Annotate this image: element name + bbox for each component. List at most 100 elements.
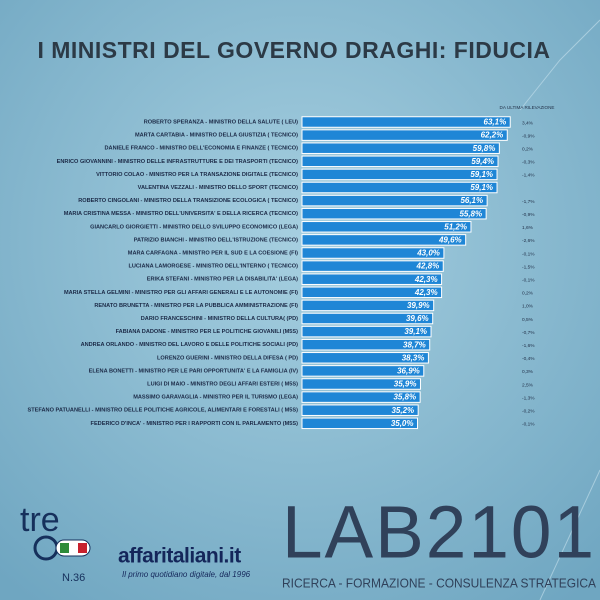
minister-label: MARA CARFAGNA - MINISTRO PER IL SUD E LA… xyxy=(128,250,298,256)
value-label: 36,9% xyxy=(397,367,420,376)
minister-label: FEDERICO D'INCA' - MINISTRO PER I RAPPOR… xyxy=(91,421,299,427)
value-label: 51,2% xyxy=(444,222,467,231)
change-label: 0,5% xyxy=(522,317,534,323)
tre-logo: tre xyxy=(20,501,60,539)
bar xyxy=(301,312,434,325)
change-label: -1,3% xyxy=(522,395,535,401)
flag-green xyxy=(60,543,69,553)
plot: ROBERTO SPERANZA - MINISTRO DELLA SALUTE… xyxy=(28,116,535,430)
change-label: 0,2% xyxy=(522,146,534,152)
minister-label: FABIANA DADONE - MINISTRO PER LE POLITIC… xyxy=(116,329,299,335)
change-label: -2,6% xyxy=(522,238,535,244)
bar xyxy=(301,338,431,351)
bar xyxy=(301,221,472,233)
change-label: -0,1% xyxy=(522,422,535,428)
minister-label: DARIO FRANCESCHINI - MINISTRO DELLA CULT… xyxy=(141,316,298,322)
bar xyxy=(301,286,443,299)
value-label: 62,2% xyxy=(481,131,504,140)
change-label: -1,6% xyxy=(522,343,535,349)
value-label: 39,6% xyxy=(406,314,429,323)
change-label: -1,5% xyxy=(522,264,535,270)
minister-label: ENRICO GIOVANNINI - MINISTRO DELLE INFRA… xyxy=(57,159,298,165)
value-label: 38,3% xyxy=(402,353,425,362)
value-label: 59,1% xyxy=(470,170,493,179)
minister-label: ERIKA STEFANI - MINISTRO PER LA DISABILI… xyxy=(147,277,298,283)
decoration xyxy=(519,19,600,600)
bar xyxy=(301,391,421,403)
value-label: 59,4% xyxy=(471,157,494,166)
value-label: 39,1% xyxy=(404,327,427,336)
bar xyxy=(301,234,467,246)
bar xyxy=(301,325,432,338)
change-label: 3,4% xyxy=(522,120,534,126)
lab-tagline: RICERCA - FORMAZIONE - CONSULENZA STRATE… xyxy=(282,575,596,590)
change-label: -1,7% xyxy=(522,199,535,205)
change-label: -0,1% xyxy=(522,277,535,283)
value-label: 35,9% xyxy=(394,380,417,389)
lab-logo: LAB2101 xyxy=(282,491,596,574)
change-label: -0,1% xyxy=(522,251,535,257)
bar xyxy=(301,194,488,207)
minister-label: ELENA BONETTI - MINISTRO PER LE PARI OPP… xyxy=(89,368,298,374)
bar xyxy=(301,155,499,168)
bar xyxy=(301,378,421,390)
flag-red xyxy=(78,543,87,553)
minister-label: DANIELE FRANCO - MINISTRO DELL'ECONOMIA … xyxy=(105,146,299,152)
affaritaliani-logo: affaritaliani.it xyxy=(118,545,241,568)
change-label: -0,9% xyxy=(522,212,535,218)
minister-label: STEFANO PATUANELLI - MINISTRO DELLE POLI… xyxy=(28,408,299,414)
value-label: 35,2% xyxy=(391,406,414,415)
change-label: 2,5% xyxy=(522,382,534,388)
value-label: 43,0% xyxy=(416,249,440,258)
bar xyxy=(301,417,418,430)
change-label: -1,4% xyxy=(522,173,535,179)
minister-label: GIANCARLO GIORGIETTI - MINISTRO DELLO SV… xyxy=(90,224,298,230)
value-label: 59,1% xyxy=(470,183,493,192)
bar xyxy=(301,168,498,181)
value-label: 63,1% xyxy=(484,118,507,127)
change-label: -0,9% xyxy=(522,133,535,139)
bar xyxy=(301,404,419,416)
bar xyxy=(301,207,487,220)
bar xyxy=(301,129,508,141)
minister-label: ROBERTO CINGOLANI - MINISTRO DELLA TRANS… xyxy=(78,198,298,204)
change-header: DA ULTIMA RILEVAZIONE xyxy=(500,105,555,110)
change-label: -0,3% xyxy=(522,160,535,166)
minister-label: RENATO BRUNETTA - MINISTRO PER LA PUBBLI… xyxy=(94,303,298,309)
issue-number: N.36 xyxy=(62,572,85,584)
value-label: 55,8% xyxy=(459,209,482,218)
minister-label: LORENZO GUERINI - MINISTRO DELLA DIFESA … xyxy=(157,355,298,361)
value-label: 59,8% xyxy=(473,144,496,153)
value-label: 42,3% xyxy=(414,275,438,284)
minister-label: MARIA STELLA GELMINI - MINISTRO PER GLI … xyxy=(64,290,298,296)
minister-label: VALENTINA VEZZALI - MINISTRO DELLO SPORT… xyxy=(138,185,298,191)
minister-label: MARIA CRISTINA MESSA - MINISTRO DELL'UNI… xyxy=(64,211,298,217)
minister-label: LUIGI DI MAIO - MINISTRO DEGLI AFFARI ES… xyxy=(147,381,298,387)
bar xyxy=(301,247,445,259)
minister-label: PATRIZIO BIANCHI - MINISTRO DELL'ISTRUZI… xyxy=(134,237,298,243)
chart-title: I MINISTRI DEL GOVERNO DRAGHI: FIDUCIA xyxy=(37,37,550,63)
change-label: -0,2% xyxy=(522,408,535,414)
minister-label: MARTA CARTABIA - MINISTRO DELLA GIUSTIZI… xyxy=(135,133,298,139)
change-label: -0,7% xyxy=(522,330,535,336)
bar xyxy=(301,181,498,194)
bar xyxy=(301,142,500,154)
value-label: 42,3% xyxy=(414,288,438,297)
minister-label: ROBERTO SPERANZA - MINISTRO DELLA SALUTE… xyxy=(144,119,298,125)
value-label: 38,7% xyxy=(403,340,426,349)
value-label: 35,0% xyxy=(391,419,414,428)
value-label: 56,1% xyxy=(460,196,483,205)
bar xyxy=(301,365,425,377)
value-label: 35,8% xyxy=(393,393,416,402)
minister-label: VITTORIO COLAO - MINISTRO PER LA TRANSAZ… xyxy=(96,172,298,178)
value-label: 42,8% xyxy=(416,262,440,271)
minister-label: MASSIMO GARAVAGLIA - MINISTRO PER IL TUR… xyxy=(133,395,298,401)
bar xyxy=(301,116,511,128)
bar xyxy=(301,273,443,285)
change-label: 0,2% xyxy=(522,291,534,297)
minister-label: LUCIANA LAMORGESE - MINISTRO DELL'INTERN… xyxy=(128,264,298,270)
